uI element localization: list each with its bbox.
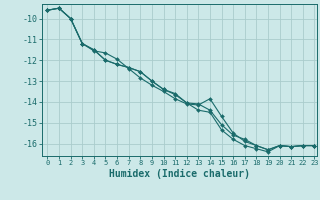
X-axis label: Humidex (Indice chaleur): Humidex (Indice chaleur) (109, 169, 250, 179)
